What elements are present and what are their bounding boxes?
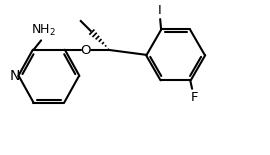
Text: O: O — [80, 44, 91, 57]
Text: F: F — [190, 91, 198, 104]
Text: I: I — [157, 4, 161, 17]
Text: NH$_2$: NH$_2$ — [31, 23, 56, 38]
Text: N: N — [10, 69, 20, 83]
